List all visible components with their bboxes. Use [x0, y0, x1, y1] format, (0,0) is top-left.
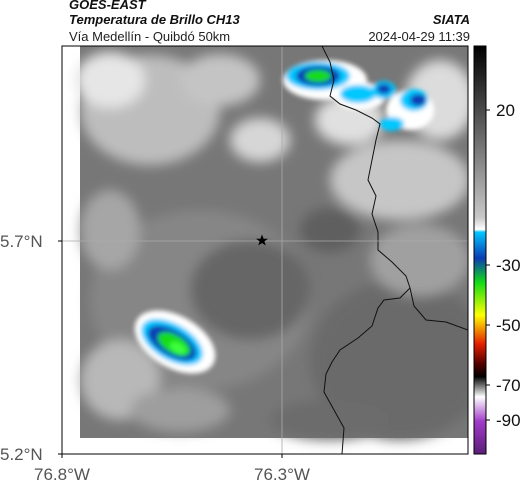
organization-label: SIATA [432, 12, 470, 27]
colorbar [473, 45, 490, 455]
colorbar-label: -50 [496, 316, 521, 335]
datetime-label: 2024-04-29 11:39 [368, 29, 470, 44]
map-frame [61, 45, 469, 455]
route-label: Vía Medellín - Quibdó 50km [69, 29, 231, 44]
colorbar-label: -30 [496, 256, 521, 275]
product-title: Temperatura de Brillo CH13 [69, 12, 240, 27]
department-border [321, 46, 411, 454]
latitude-label: 5.2°N [0, 445, 43, 464]
colorbar-label: -70 [496, 376, 521, 395]
star-icon [256, 234, 268, 246]
colorbar-label: -90 [496, 411, 521, 430]
satellite-image [62, 46, 468, 454]
longitude-label: 76.3°W [254, 465, 310, 484]
satellite-title: GOES-EAST [69, 0, 146, 12]
latitude-label: 5.7°N [0, 232, 43, 251]
colorbar-label: 20 [496, 101, 515, 120]
department-border-east [409, 287, 468, 331]
longitude-label: 76.8°W [34, 465, 90, 484]
